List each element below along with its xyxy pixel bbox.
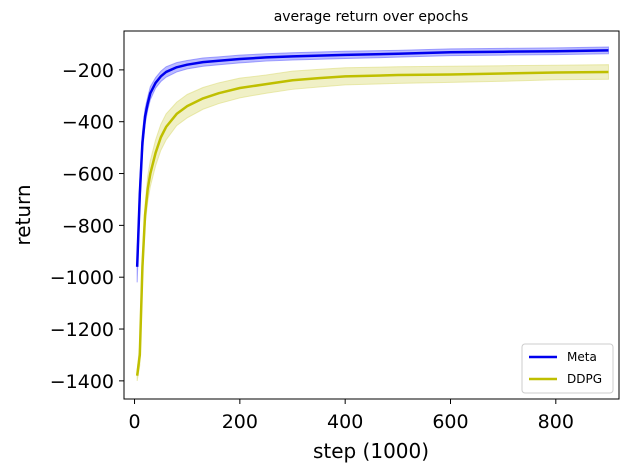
y-tick-label: −800 xyxy=(62,215,114,237)
plot-frame xyxy=(123,30,620,400)
y-tick-label: −1400 xyxy=(50,371,114,393)
x-tick-label: 800 xyxy=(538,411,574,433)
x-axis-ticks: 0 200 400 600 800 xyxy=(128,399,574,433)
ddpg-band xyxy=(136,64,609,381)
y-tick-label: −600 xyxy=(62,164,114,186)
legend-meta-label: Meta xyxy=(567,350,597,364)
legend: Meta DDPG xyxy=(521,343,614,394)
x-tick-label: 600 xyxy=(432,411,468,433)
y-tick-label: −400 xyxy=(62,112,114,134)
x-tick-label: 400 xyxy=(327,411,363,433)
x-tick-label: 0 xyxy=(128,411,140,433)
meta-band xyxy=(136,46,609,283)
y-tick-label: −1000 xyxy=(50,267,114,289)
legend-ddpg-label: DDPG xyxy=(567,372,602,386)
y-tick-label: −1200 xyxy=(50,319,114,341)
x-tick-label: 200 xyxy=(222,411,258,433)
x-axis-label: step (1000) xyxy=(313,439,429,463)
y-axis-ticks: −1400 −1200 −1000 −800 −600 −400 −200 xyxy=(50,60,124,393)
chart-title: average return over epochs xyxy=(274,9,469,25)
y-axis-label: return xyxy=(11,184,35,245)
y-tick-label: −200 xyxy=(62,60,114,82)
series-lines xyxy=(135,49,609,376)
confidence-bands xyxy=(136,46,609,381)
ddpg-line xyxy=(135,70,609,376)
meta-line xyxy=(135,49,609,267)
